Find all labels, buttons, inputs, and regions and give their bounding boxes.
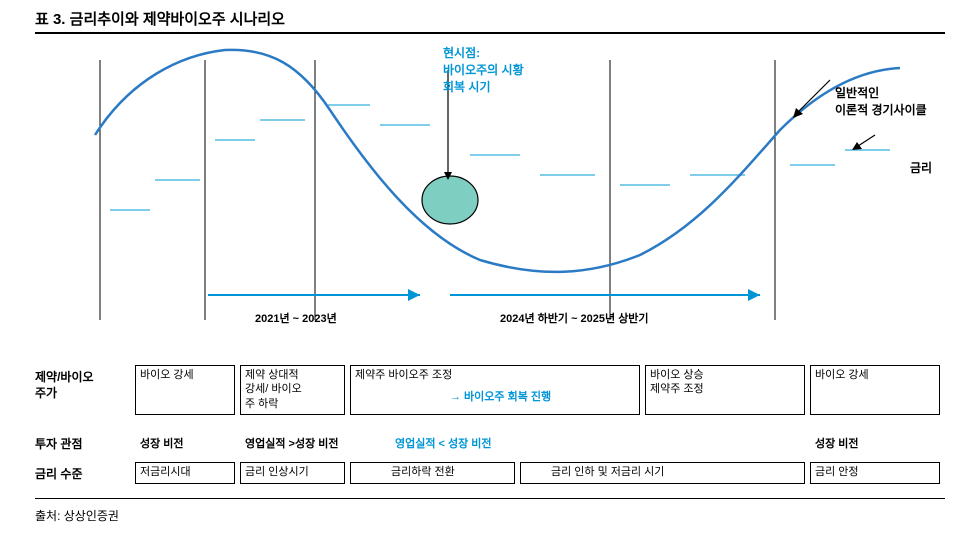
invest-cell-1: 영업실적 >성장 비전 bbox=[245, 437, 339, 451]
bottom-divider bbox=[35, 498, 945, 499]
rate-cell-1: 금리 인상시기 bbox=[240, 462, 345, 484]
invest-cell-2: 영업실적 < 성장 비전 bbox=[395, 437, 492, 451]
stock-cell-0: 바이오 강세 bbox=[135, 365, 235, 415]
invest-cell-4: 성장 비전 bbox=[815, 437, 859, 451]
invest-cell-0: 성장 비전 bbox=[140, 437, 184, 451]
rate-cell-4: 금리 안정 bbox=[810, 462, 940, 484]
rate-cell-0: 저금리시대 bbox=[135, 462, 235, 484]
rate-cell-3: 금리 인하 및 저금리 시기 bbox=[520, 462, 805, 484]
stock-cell-2-subnote: → 바이오주 회복 진행 bbox=[450, 388, 551, 404]
stock-cell-3: 바이오 상승 제약주 조정 bbox=[645, 365, 805, 415]
rate-cell-2: 금리하락 전환 bbox=[350, 462, 515, 484]
source-text: 출처: 상상인증권 bbox=[35, 507, 119, 524]
stock-cell-4: 바이오 강세 bbox=[810, 365, 940, 415]
cells-layer: 바이오 강세 제약 상대적 강세/ 바이오 주 하락 제약주 바이오주 조정 →… bbox=[0, 0, 978, 536]
stock-cell-1: 제약 상대적 강세/ 바이오 주 하락 bbox=[240, 365, 345, 415]
stock-cell-2-text: 제약주 바이오주 조정 bbox=[355, 369, 452, 381]
